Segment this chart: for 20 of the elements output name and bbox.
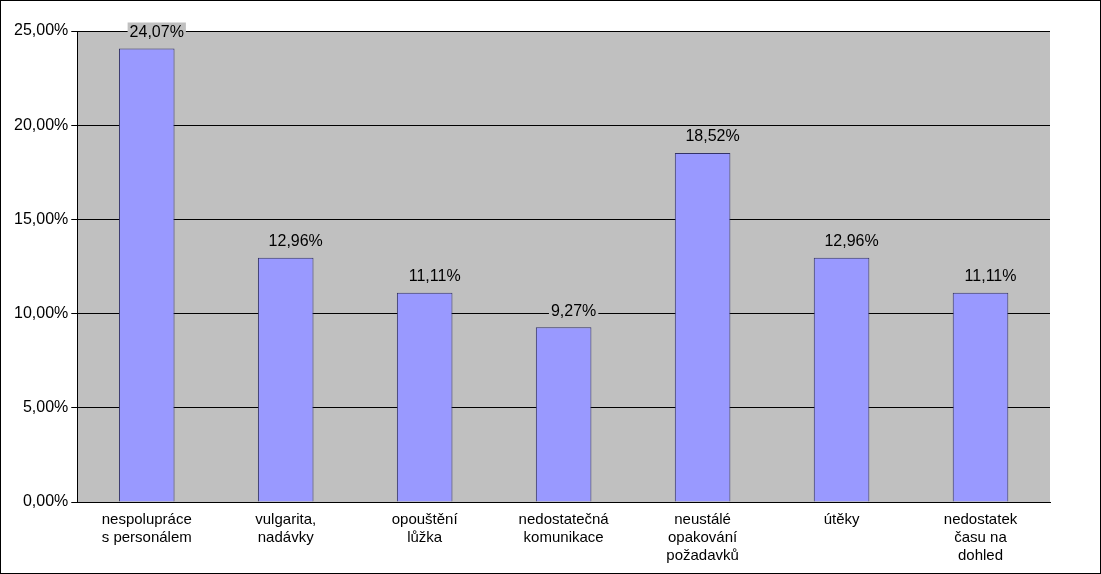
x-tick-label: vulgarita, nadávky	[255, 510, 317, 546]
y-tick-label: 25,00%	[14, 21, 69, 39]
data-label: 12,96%	[268, 232, 323, 250]
data-label: 11,11%	[964, 267, 1017, 285]
x-tick-label: neustálé opakování požadavků	[666, 510, 739, 564]
x-tick-label: nedostatečná komunikace	[518, 510, 610, 546]
y-tick-label: 5,00%	[22, 398, 69, 416]
data-label: 12,96%	[824, 232, 879, 250]
y-tick-label: 15,00%	[14, 209, 69, 227]
x-tick-label: opouštění lůžka	[391, 510, 459, 546]
y-tick-label: 0,00%	[22, 492, 69, 510]
y-tick-label: 20,00%	[14, 115, 69, 133]
data-label: 24,07%	[129, 22, 184, 40]
data-label: 18,52%	[685, 127, 740, 145]
y-tick-label: 10,00%	[14, 304, 69, 322]
x-tick-label: nespolupráce s personálem	[101, 510, 192, 546]
x-tick-label: útěky	[823, 510, 860, 528]
x-tick-label: nedostatek času na dohled	[943, 510, 1018, 564]
data-label: 9,27%	[550, 301, 597, 319]
data-label: 11,11%	[408, 267, 461, 285]
